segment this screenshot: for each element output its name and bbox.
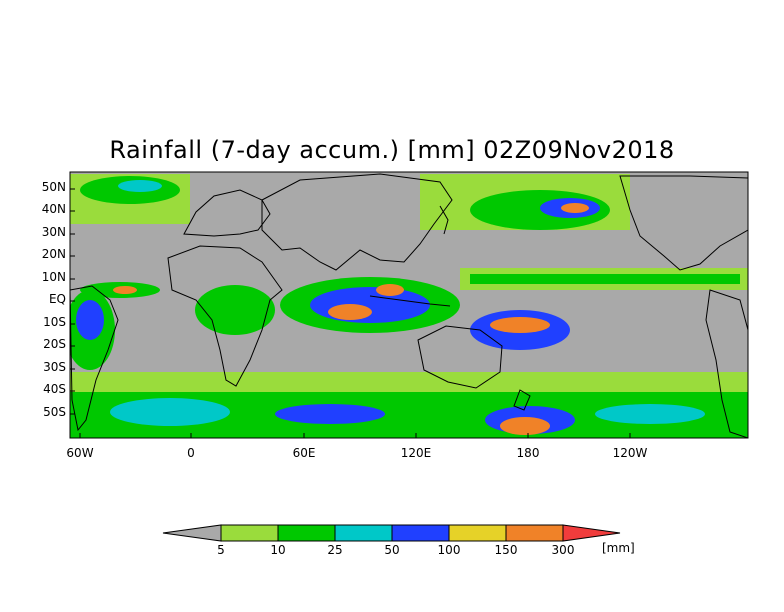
lat-label-20n: 20N bbox=[41, 247, 66, 261]
colorbar-label-150: 150 bbox=[494, 543, 518, 557]
lon-label-0: 0 bbox=[187, 446, 195, 460]
coastline-south-america bbox=[70, 285, 119, 432]
colorbar-label-50: 50 bbox=[384, 543, 400, 557]
coastline-africa bbox=[167, 245, 283, 387]
lat-label-40s: 40S bbox=[43, 382, 66, 396]
colorbar-bin-25-50 bbox=[334, 524, 393, 542]
colorbar-label-25: 25 bbox=[327, 543, 343, 557]
map-title: Rainfall (7-day accum.) [mm] 02Z09Nov201… bbox=[109, 136, 675, 164]
colorbar bbox=[162, 524, 621, 542]
rain-patch-spcz-extreme bbox=[490, 317, 550, 333]
colorbar-bin-150-300 bbox=[505, 524, 564, 542]
lon-label-120w: 120W bbox=[612, 446, 648, 460]
coastlines bbox=[70, 173, 748, 438]
rain-patch-maritime-continent-heavy bbox=[310, 287, 430, 323]
lat-label-20s: 20S bbox=[43, 337, 66, 351]
colorbar-label-300: 300 bbox=[551, 543, 575, 557]
rain-patch-north-pacific-peak bbox=[561, 203, 589, 213]
rain-patch-south-indian bbox=[275, 404, 385, 424]
rain-patch-philippines-extreme bbox=[376, 284, 404, 296]
map-plot-area bbox=[70, 172, 748, 438]
colorbar-units: [mm] bbox=[602, 541, 635, 555]
colorbar-triangle-low bbox=[162, 524, 222, 542]
axis-ticks bbox=[70, 188, 631, 438]
coastline-indonesia bbox=[369, 295, 451, 307]
map-frame bbox=[69, 171, 749, 439]
lat-label-50n: 50N bbox=[41, 180, 66, 194]
rain-band-itcz-pacific-core bbox=[470, 274, 740, 284]
colorbar-triangle-high bbox=[562, 524, 621, 542]
colorbar-label-10: 10 bbox=[270, 543, 286, 557]
colorbar-bin-10-25 bbox=[277, 524, 336, 542]
coastline-asia bbox=[261, 173, 453, 271]
lat-label-10n: 10N bbox=[41, 270, 66, 284]
rain-patch-atlantic-itcz-extreme bbox=[113, 286, 137, 294]
coastline-japan bbox=[439, 205, 449, 235]
rain-patch-central-africa bbox=[195, 285, 275, 335]
coastline-europe bbox=[183, 189, 271, 237]
colorbar-bin-100-150 bbox=[448, 524, 507, 542]
lat-label-30s: 30S bbox=[43, 360, 66, 374]
colorbar-label-5: 5 bbox=[217, 543, 225, 557]
coastline-australia bbox=[417, 325, 503, 389]
colorbar-label-100: 100 bbox=[437, 543, 461, 557]
rain-patch-north-atlantic-core bbox=[118, 180, 162, 192]
colorbar-bin-50-100 bbox=[391, 524, 450, 542]
lon-label-60e: 60E bbox=[292, 446, 316, 460]
rain-patch-tasman-core bbox=[500, 417, 550, 435]
rain-patch-south-pacific bbox=[595, 404, 705, 424]
lon-label-60w: 60W bbox=[66, 446, 94, 460]
lat-label-50s: 50S bbox=[43, 405, 66, 419]
coastline-south-america-west bbox=[705, 289, 748, 438]
lon-label-120e: 120E bbox=[400, 446, 432, 460]
lat-label-10s: 10S bbox=[43, 315, 66, 329]
lat-label-30n: 30N bbox=[41, 225, 66, 239]
colorbar-bin-5-10 bbox=[220, 524, 279, 542]
coastline-new-zealand bbox=[513, 389, 531, 411]
rain-patch-south-atlantic bbox=[110, 398, 230, 426]
rain-patch-amazon-heavy bbox=[76, 300, 104, 340]
lon-label-180: 180 bbox=[516, 446, 540, 460]
lat-label-eq: EQ bbox=[48, 292, 66, 306]
lat-label-40n: 40N bbox=[41, 202, 66, 216]
coastline-north-america bbox=[619, 175, 748, 271]
rain-patch-indian-ocean-extreme bbox=[328, 304, 372, 320]
